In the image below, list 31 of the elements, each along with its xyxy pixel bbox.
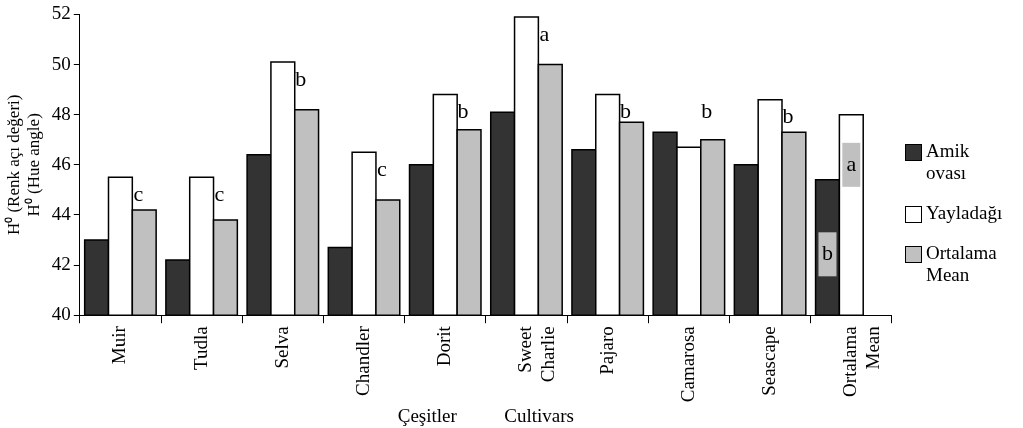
x-tick-label: Tudla [189, 325, 211, 370]
x-tick-label: Pajaro [595, 326, 617, 375]
annotation: c [377, 156, 388, 182]
y-tick-label: 50 [51, 52, 71, 74]
x-tick-label: Selva [270, 325, 292, 369]
annotation: b [620, 98, 632, 124]
y-tick-label: 52 [51, 2, 71, 24]
x-tick-label: Ortalama Mean [839, 325, 884, 397]
x-tick-label: Chandler [352, 325, 374, 396]
annotation: b [701, 98, 713, 124]
annotation: a [846, 150, 857, 176]
y-axis-title: H⁰ (Renk açı değeri) H⁰ (Hue angle) [3, 94, 44, 236]
legend-label: Yayladağı [926, 202, 1003, 224]
x-axis-title: Çeşitler Cultivars [397, 404, 574, 426]
legend-label: Amik ovası [926, 140, 970, 184]
y-tick-label: 40 [51, 303, 71, 325]
x-tick-label: Sweet Charlie [514, 325, 559, 383]
legend-label: Ortalama Mean [926, 242, 997, 286]
x-tick-label: Muir [108, 325, 130, 365]
x-tick-label: Dorit [433, 325, 455, 367]
annotation: c [133, 181, 144, 207]
y-tick-label: 48 [51, 102, 71, 124]
y-tick-label: 44 [51, 202, 72, 224]
y-tick-label: 46 [51, 152, 71, 174]
annotation: b [821, 240, 833, 266]
x-tick-label: Camarosa [676, 325, 698, 403]
annotation: c [214, 181, 225, 207]
annotation: b [295, 65, 307, 91]
annotation: a [539, 20, 550, 46]
y-tick-label: 42 [51, 253, 71, 275]
x-tick-label: Seascape [758, 326, 780, 396]
